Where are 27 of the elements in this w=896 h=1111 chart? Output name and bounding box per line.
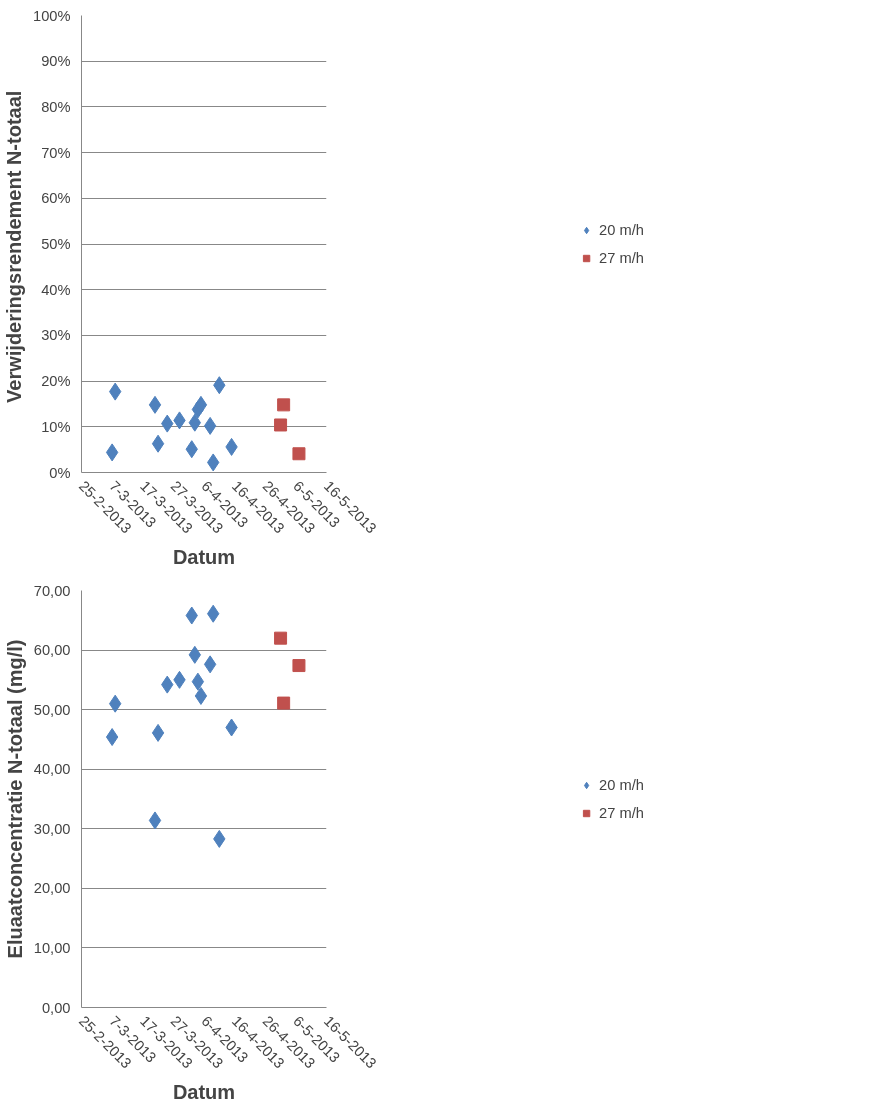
y-tick-label: 40,00 <box>33 761 71 778</box>
x-axis-title: Datum <box>172 1080 236 1103</box>
y-tick-label: 60% <box>41 190 71 207</box>
y-tick-label: 50% <box>41 236 71 252</box>
legend-label: 27 m/h <box>599 249 644 266</box>
y-tick-label: 10% <box>41 418 71 435</box>
y-tick-label: 70% <box>41 144 71 161</box>
y-tick-label: 30% <box>41 327 71 344</box>
legend-label: 20 m/h <box>599 221 644 238</box>
y-tick-label: 70,00 <box>33 582 71 599</box>
y-tick-label: 60,00 <box>33 642 71 659</box>
legend-label: 27 m/h <box>599 804 644 821</box>
y-tick-label: 40% <box>41 281 71 298</box>
y-axis-title: Verwijderingsrendement N-totaal <box>3 90 26 403</box>
y-tick-label: 30,00 <box>33 820 71 837</box>
y-tick-label: 0% <box>49 464 71 481</box>
y-tick-label: 90% <box>41 53 71 70</box>
y-tick-label: 50,00 <box>33 701 71 718</box>
y-tick-label: 0,00 <box>41 999 71 1016</box>
x-axis-title: Datum <box>172 545 236 568</box>
y-tick-label: 10,00 <box>33 939 71 956</box>
legend-label: 20 m/h <box>599 776 644 793</box>
y-tick-label: 80% <box>41 98 71 115</box>
y-axis-title: Eluaatconcentratie N-totaal (mg/l) <box>3 639 26 959</box>
y-tick-label: 20,00 <box>33 880 71 897</box>
y-tick-label: 100% <box>33 7 71 24</box>
y-tick-label: 20% <box>41 373 71 390</box>
